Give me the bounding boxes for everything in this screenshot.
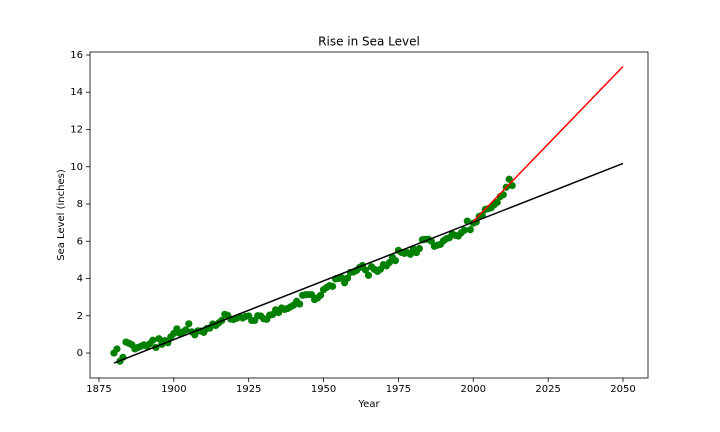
data-point bbox=[364, 271, 373, 279]
y-tick-label: 16 bbox=[70, 50, 83, 61]
chart-title: Rise in Sea Level bbox=[318, 35, 420, 49]
data-point bbox=[460, 226, 468, 234]
x-tick-label: 2025 bbox=[535, 384, 560, 395]
data-point bbox=[361, 266, 370, 274]
x-tick-label: 2000 bbox=[461, 384, 486, 395]
plot-area bbox=[110, 66, 624, 365]
y-axis-label: Sea Level (inches) bbox=[56, 169, 67, 261]
y-tick-label: 8 bbox=[77, 199, 83, 210]
data-point bbox=[505, 175, 513, 183]
data-point bbox=[406, 250, 414, 258]
data-point bbox=[415, 244, 423, 253]
data-point bbox=[113, 345, 121, 353]
data-point bbox=[343, 274, 352, 282]
x-tick-label: 1925 bbox=[236, 384, 261, 395]
y-tick-label: 4 bbox=[77, 274, 83, 285]
axes-frame bbox=[89, 51, 649, 379]
x-tick-label: 1950 bbox=[311, 384, 336, 395]
y-tick-label: 10 bbox=[70, 162, 83, 173]
y-tick-label: 6 bbox=[77, 236, 83, 247]
data-point bbox=[337, 273, 346, 282]
fit-line bbox=[113, 162, 624, 364]
x-tick-label: 1875 bbox=[86, 384, 111, 395]
y-tick-label: 12 bbox=[70, 124, 83, 135]
data-point bbox=[328, 282, 337, 290]
y-tick-label: 0 bbox=[77, 348, 83, 359]
data-point bbox=[155, 335, 163, 343]
x-tick-label: 1900 bbox=[161, 384, 186, 395]
data-point bbox=[149, 336, 157, 344]
x-tick-label: 1975 bbox=[386, 384, 411, 395]
x-tick-label: 2050 bbox=[610, 384, 635, 395]
data-point bbox=[385, 258, 394, 267]
data-point bbox=[466, 226, 474, 234]
y-tick-label: 2 bbox=[77, 311, 83, 322]
data-point bbox=[182, 326, 190, 334]
data-point bbox=[316, 291, 325, 299]
fit-line bbox=[472, 66, 624, 223]
x-axis-label: Year bbox=[357, 399, 380, 410]
data-point bbox=[463, 217, 471, 225]
data-point bbox=[493, 198, 501, 206]
data-point bbox=[185, 320, 193, 328]
y-tick-label: 14 bbox=[70, 87, 83, 98]
data-point bbox=[296, 300, 304, 308]
data-point bbox=[391, 257, 400, 265]
